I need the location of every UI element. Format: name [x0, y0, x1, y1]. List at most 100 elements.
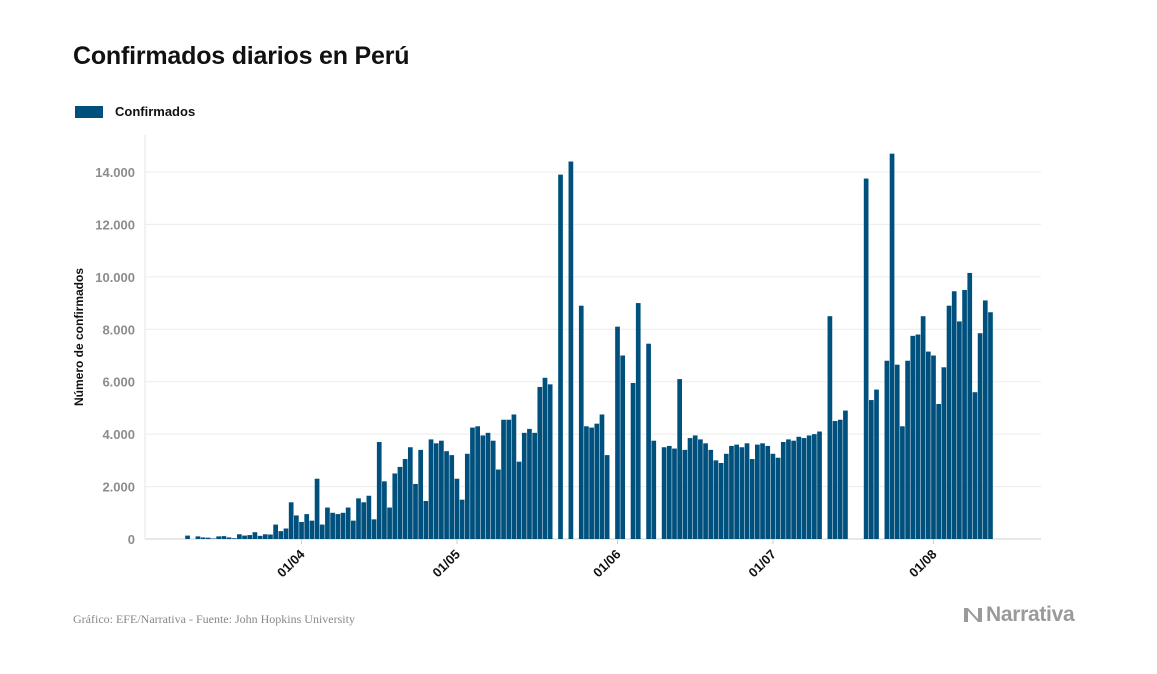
brand-name: Narrativa — [986, 603, 1075, 626]
bar — [319, 524, 325, 539]
bar — [382, 481, 387, 539]
bar — [299, 521, 304, 539]
bar — [257, 535, 263, 539]
bar — [547, 384, 553, 539]
bar — [247, 535, 253, 539]
bar — [832, 421, 838, 539]
bar — [765, 445, 771, 539]
bar — [812, 434, 817, 539]
chart-title: Confirmados diarios en Perú — [73, 42, 410, 70]
bar — [889, 153, 895, 539]
bar — [361, 502, 367, 539]
bar — [376, 442, 382, 539]
x-tick-label: 01/08 — [906, 547, 940, 581]
bar — [863, 178, 869, 540]
bar — [402, 459, 408, 539]
bar — [501, 419, 506, 539]
bar — [925, 351, 931, 539]
y-tick-label: 4.000 — [102, 427, 135, 442]
bar — [957, 321, 962, 539]
bar — [578, 305, 584, 539]
bar — [920, 316, 926, 539]
bar — [843, 410, 848, 539]
bar — [620, 355, 626, 539]
bar — [252, 532, 258, 539]
legend-swatch — [75, 105, 103, 118]
bar — [449, 455, 455, 539]
bar — [200, 537, 206, 539]
bar — [444, 451, 449, 539]
bar — [931, 355, 936, 539]
bar — [651, 440, 657, 539]
bar — [345, 507, 351, 539]
bar — [356, 498, 361, 539]
bar — [837, 419, 843, 539]
bar — [273, 524, 278, 539]
bar — [967, 272, 973, 539]
bar — [708, 449, 714, 539]
bar — [397, 466, 403, 539]
bar — [532, 432, 537, 539]
bar — [775, 457, 781, 539]
bar — [407, 447, 413, 539]
x-tick-label: 01/05 — [429, 547, 463, 581]
bar — [205, 537, 211, 539]
bar — [713, 460, 719, 539]
bar — [392, 473, 398, 539]
bar — [910, 335, 916, 539]
bar — [568, 161, 574, 539]
brand-logo: Narrativa — [963, 603, 1075, 627]
bar — [490, 440, 496, 539]
bar — [615, 326, 620, 539]
y-tick-label: 14.000 — [95, 165, 135, 180]
bar — [770, 453, 776, 539]
bar — [962, 289, 967, 539]
bar — [723, 453, 729, 539]
bar — [729, 445, 734, 539]
bar — [817, 431, 822, 539]
bar — [972, 392, 978, 539]
bar — [749, 459, 755, 539]
bar — [951, 291, 957, 539]
bar — [744, 443, 750, 539]
y-tick-label: 2.000 — [102, 480, 135, 495]
bar — [521, 432, 527, 539]
bar — [734, 444, 739, 539]
bar — [226, 537, 232, 539]
bar — [558, 174, 563, 539]
bar — [294, 515, 299, 539]
bar — [464, 453, 470, 539]
bar — [977, 333, 983, 539]
bar — [635, 303, 641, 539]
bar — [423, 500, 429, 539]
bar — [982, 300, 988, 539]
bar — [584, 426, 589, 539]
bar — [786, 439, 791, 539]
bar — [262, 534, 268, 539]
bar-layer — [185, 153, 993, 540]
y-tick-label: 0 — [128, 532, 135, 547]
bar — [936, 404, 942, 539]
bar — [459, 499, 465, 539]
bar — [760, 443, 765, 539]
bar — [589, 427, 594, 539]
legend-label: Confirmados — [115, 104, 196, 119]
bar — [268, 534, 273, 539]
bar — [946, 305, 952, 539]
bar — [506, 419, 512, 539]
bar — [594, 423, 600, 539]
bar — [330, 512, 335, 539]
bar — [314, 478, 320, 539]
bar — [806, 435, 812, 539]
bar — [309, 520, 315, 539]
bar — [739, 447, 745, 539]
bar — [485, 432, 491, 539]
y-tick-label: 8.000 — [102, 322, 135, 337]
bar — [480, 435, 486, 539]
bar — [516, 461, 522, 539]
bar — [475, 426, 480, 539]
bar — [325, 507, 330, 539]
bar — [900, 426, 905, 539]
bar — [433, 443, 439, 539]
